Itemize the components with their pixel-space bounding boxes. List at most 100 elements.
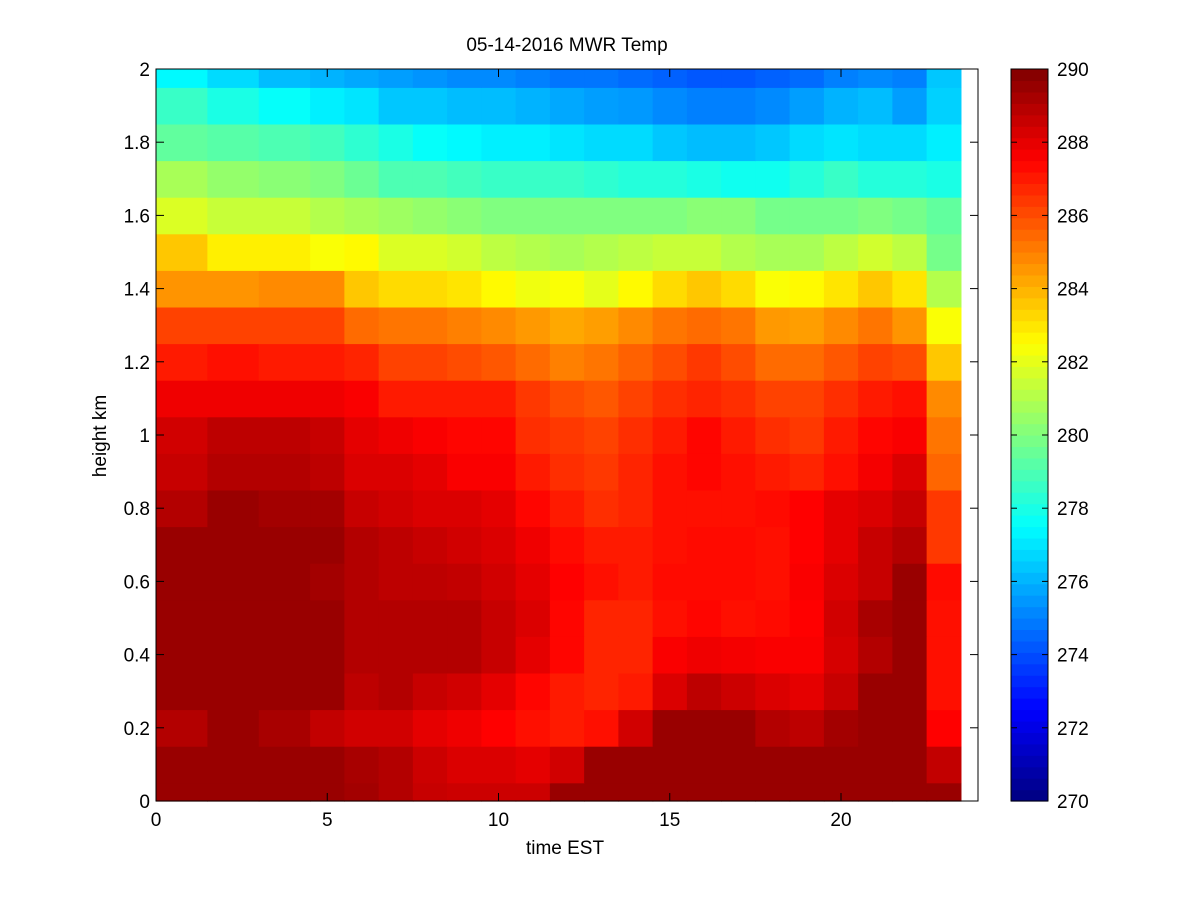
y-tick-label: 0.2 [124,719,150,740]
heatmap-cell [515,526,551,564]
heatmap-cell [652,343,688,381]
heatmap-cell [310,306,345,345]
colorbar-segment [1011,778,1048,791]
heatmap-cell [156,563,208,601]
heatmap-cell [412,197,448,235]
heatmap-cell [481,233,517,271]
heatmap-cell [721,453,756,491]
chart-title: 05-14-2016 MWR Temp [466,35,667,56]
colorbar-segment [1011,583,1048,596]
heatmap-cell [686,416,722,454]
heatmap-cell [755,87,791,125]
heatmap-cell [207,636,260,674]
heatmap-cell [652,709,688,747]
heatmap-cell [344,709,380,747]
heatmap-cell [686,599,722,637]
heatmap-cell [686,69,722,88]
heatmap-cell [789,197,825,235]
heatmap-cell [652,270,688,308]
heatmap-cell [652,599,688,637]
heatmap-cell [378,416,414,454]
heatmap-cell [858,123,893,162]
colorbar-tick-label: 274 [1057,646,1089,667]
x-tick-label: 15 [659,810,680,831]
heatmap-cell [412,782,448,802]
colorbar-segment [1011,309,1048,322]
heatmap-cell [447,636,482,674]
heatmap-cell [258,453,311,491]
heatmap-cell [156,416,208,454]
heatmap-cell [584,197,619,235]
heatmap-cell [721,563,756,601]
colorbar-segment [1011,526,1048,539]
heatmap-cell [258,123,311,162]
colorbar-segment [1011,69,1048,82]
heatmap-cell [652,69,688,88]
heatmap-cell [412,123,448,162]
heatmap-cell [858,782,893,802]
heatmap-cell [310,746,345,784]
heatmap-cell [515,343,551,381]
heatmap-cell [926,599,962,637]
heatmap-cell [310,69,345,88]
y-tick-label: 1.4 [124,280,151,301]
heatmap-cell [584,69,619,88]
colorbar-segment [1011,675,1048,688]
heatmap-cell [789,746,825,784]
heatmap-cell [686,453,722,491]
heatmap-cell [207,233,260,271]
colorbar-segment [1011,412,1048,425]
heatmap-cell [156,489,208,528]
heatmap-cell [686,563,722,601]
heatmap-cell [310,636,345,674]
colorbar-tick-label: 290 [1057,60,1089,81]
colorbar-segment [1011,149,1048,162]
heatmap-cell [789,599,825,637]
heatmap-cell [686,197,722,235]
heatmap-cell [926,380,962,418]
heatmap-cell [412,87,448,125]
heatmap-cell [310,380,345,418]
heatmap-cell [721,526,756,564]
heatmap-cell [258,380,311,418]
heatmap-cell [481,672,517,711]
colorbar-segment [1011,332,1048,345]
heatmap-cell [823,453,859,491]
heatmap-cell [892,782,928,802]
heatmap-cell [721,69,756,88]
heatmap-cell [858,380,893,418]
colorbar-segment [1011,549,1048,562]
heatmap-cell [378,526,414,564]
colorbar-segment [1011,743,1048,756]
heatmap-cell [584,526,619,564]
heatmap-cell [258,160,311,198]
heatmap-cell [447,380,482,418]
heatmap-cell [258,69,311,88]
heatmap-cell [823,197,859,235]
colorbar-segment [1011,389,1048,402]
heatmap-cell [892,746,928,784]
heatmap-cell [618,416,654,454]
heatmap-cell [926,270,962,308]
heatmap-cell [156,343,208,381]
heatmap-cell [344,526,380,564]
heatmap-cell [549,636,585,674]
x-axis: 0 5 10 15 20 [151,69,852,831]
heatmap-cell [652,636,688,674]
heatmap-cell [412,233,448,271]
colorbar-segment [1011,492,1048,505]
colorbar-segment [1011,595,1048,608]
heatmap-cell [447,270,482,308]
heatmap-cell [156,636,208,674]
colorbar-segment [1011,709,1048,722]
heatmap-cell [926,636,962,674]
y-tick-label: 0.4 [124,646,151,667]
heatmap-cell [344,160,380,198]
heatmap-cell [310,343,345,381]
heatmap-cell [310,270,345,308]
heatmap-cell [789,343,825,381]
heatmap-cell [823,489,859,528]
heatmap-cell [618,343,654,381]
heatmap-cell [156,782,208,802]
heatmap-cell [515,599,551,637]
